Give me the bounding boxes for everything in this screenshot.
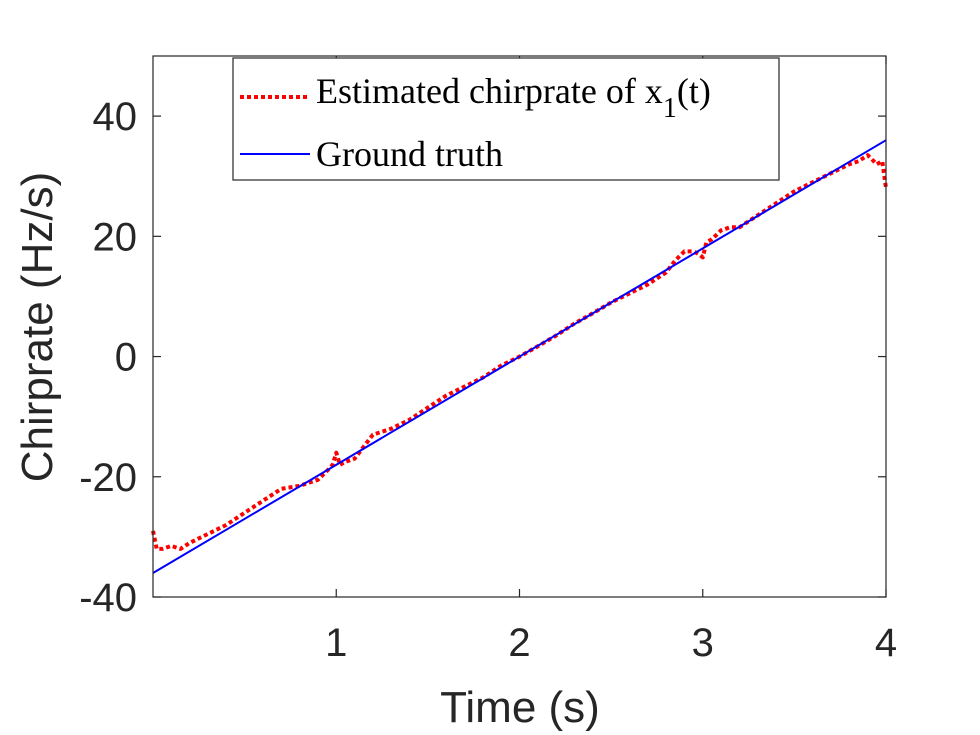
x-tick-label: 2 — [508, 621, 530, 665]
y-tick-label: 0 — [115, 336, 137, 380]
x-tick-label: 1 — [325, 621, 347, 665]
legend-label-ground-truth: Ground truth — [316, 134, 503, 174]
series-line-ground-truth — [152, 139, 887, 574]
legend-label-estimated: Estimated chirprate of x1(t) — [316, 71, 711, 124]
axes: 1 2 3 4 -40 -20 0 20 40 — [79, 55, 897, 665]
y-tick-label: 40 — [93, 95, 138, 139]
legend: Estimated chirprate of x1(t) Ground trut… — [232, 57, 780, 181]
y-tick-label: 20 — [93, 215, 138, 259]
y-axis-label: Chirprate (Hz/s) — [13, 172, 62, 483]
y-tick-label: -40 — [79, 576, 137, 620]
series-layer — [151, 139, 888, 574]
legend-box — [232, 57, 780, 181]
series-line-estimated — [151, 153, 888, 551]
y-tick-label: -20 — [79, 456, 137, 500]
x-tick-label: 3 — [692, 621, 714, 665]
x-axis-label: Time (s) — [440, 683, 600, 732]
x-tick-label: 4 — [875, 621, 897, 665]
